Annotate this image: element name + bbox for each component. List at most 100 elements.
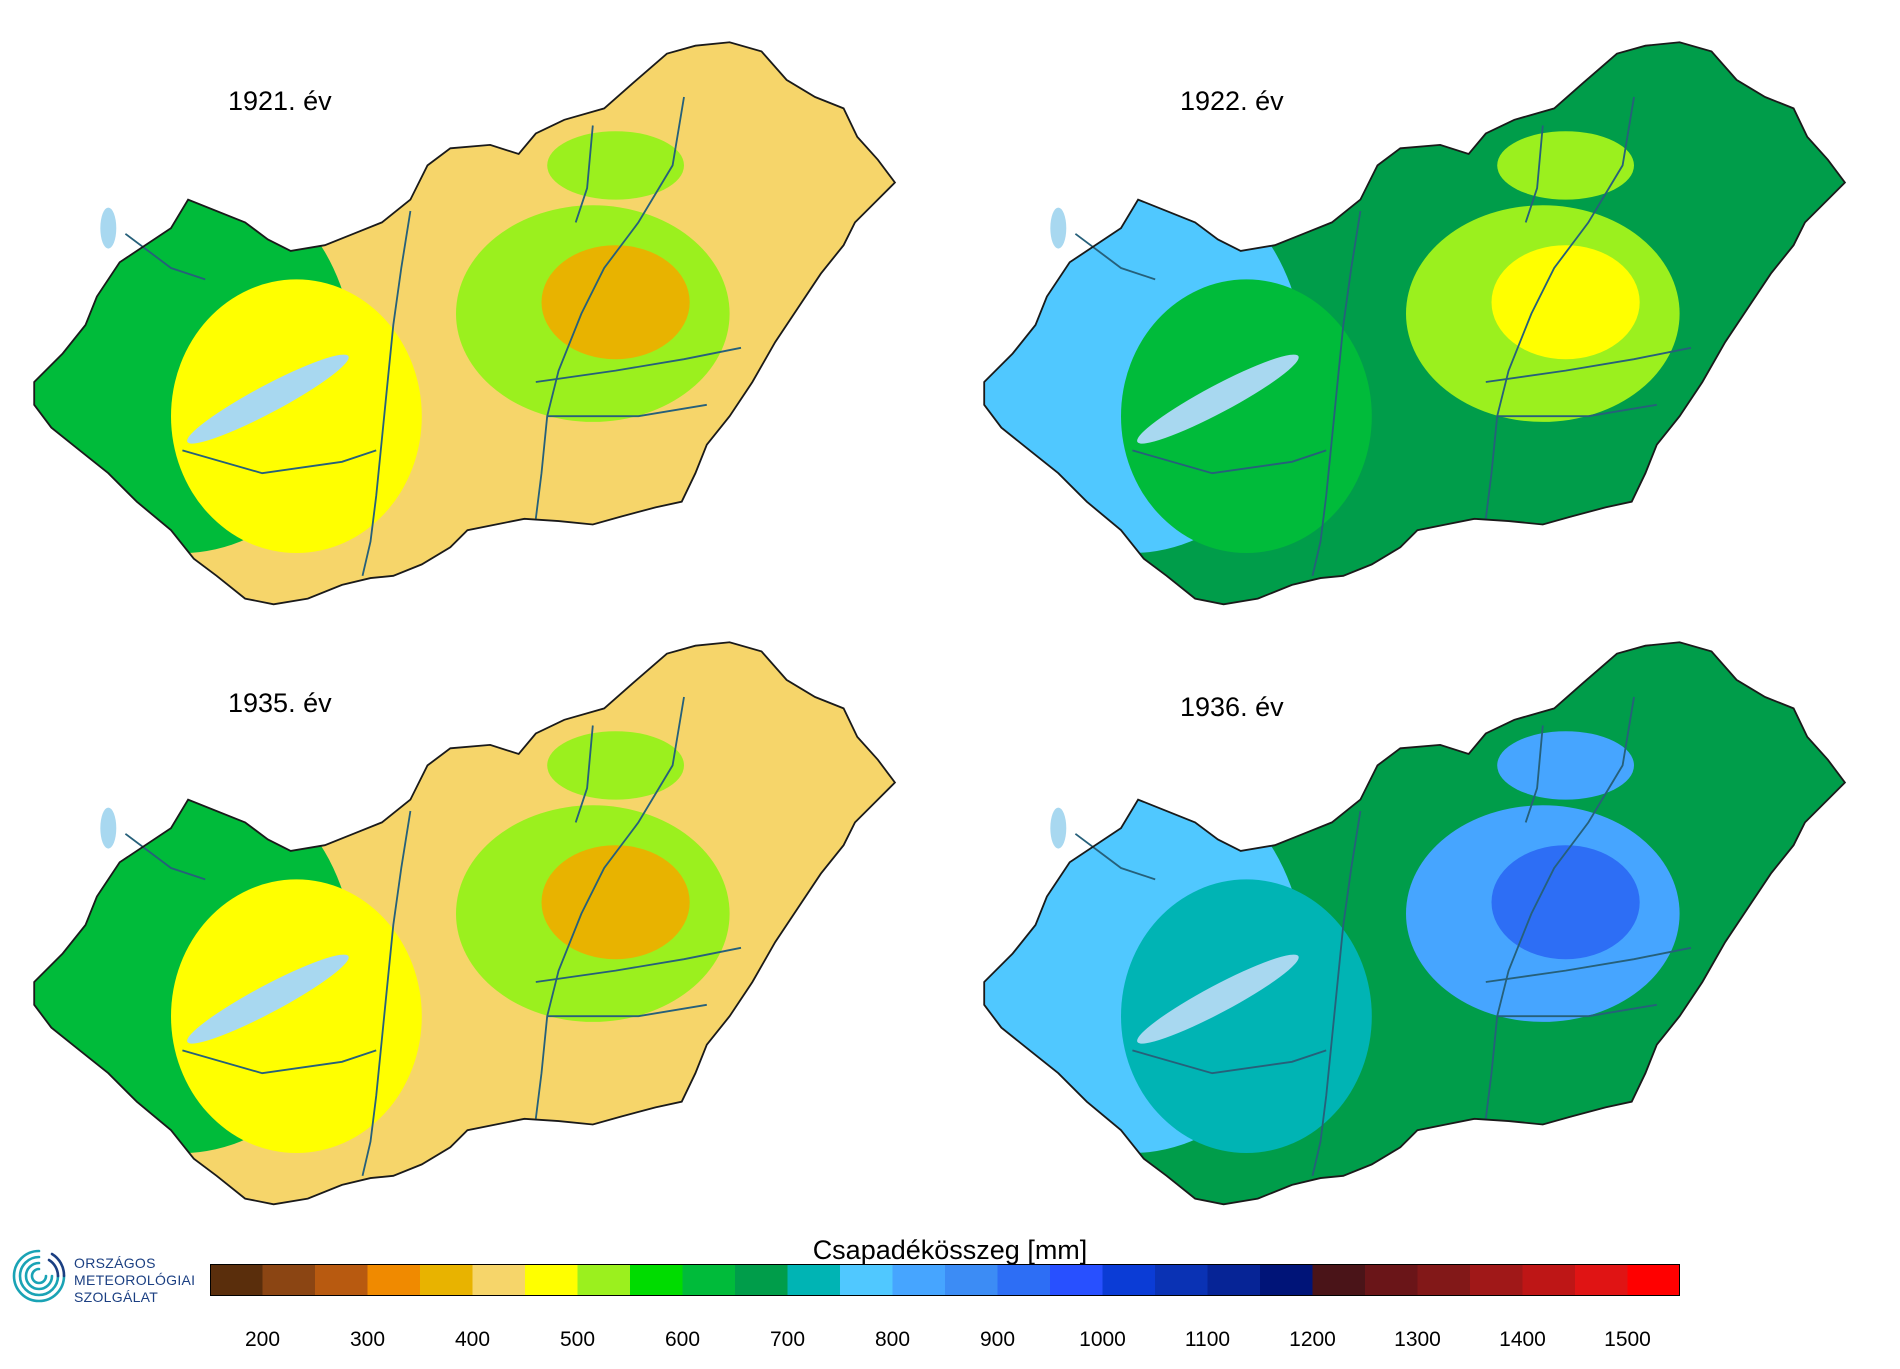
omsz-logo-icon [12, 1249, 66, 1303]
field-core-zone [1491, 845, 1640, 960]
country-border [983, 641, 1847, 1206]
river-line [1074, 233, 1156, 281]
precipitation-field [984, 642, 1845, 1205]
logo-text-line3: SZOLGÁLAT [74, 1289, 159, 1305]
colorbar-tick-label: 1100 [1184, 1328, 1231, 1351]
colorbar-tick-label: 300 [349, 1328, 386, 1351]
precipitation-field [34, 642, 895, 1205]
colorbar-segment [1627, 1264, 1680, 1296]
river-line [1484, 96, 1635, 519]
river-line [182, 449, 377, 475]
colorbar-segment [682, 1264, 736, 1296]
river-line [1524, 725, 1544, 823]
map-svg [983, 641, 1847, 1206]
field-northern-hills [1497, 131, 1634, 200]
river-line [547, 403, 707, 418]
colorbar-tick-label: 600 [664, 1328, 701, 1351]
field-transdanubia-zone [171, 879, 422, 1153]
country-border [983, 41, 1847, 606]
river-line [535, 946, 742, 983]
year-label-1935: 1935. év [228, 688, 332, 718]
colorbar [210, 1264, 1680, 1296]
colorbar-segment [1417, 1264, 1471, 1296]
river-line [534, 96, 685, 519]
colorbar-segment [1575, 1264, 1628, 1296]
river-line [182, 1049, 377, 1075]
colorbar-tick-label: 1200 [1289, 1328, 1336, 1351]
year-label-1921: 1921. év [228, 86, 332, 116]
river-line [535, 346, 742, 383]
field-core-zone [541, 845, 690, 960]
lake-ferto [100, 807, 117, 849]
colorbar-segment [1365, 1264, 1418, 1296]
field-northern-hills [547, 731, 684, 800]
precipitation-field [984, 42, 1845, 605]
colorbar-tick-label: 400 [454, 1328, 491, 1351]
colorbar-segment [840, 1264, 893, 1296]
colorbar-segment [525, 1264, 578, 1296]
map-svg [33, 641, 897, 1206]
colorbar-segment [997, 1264, 1051, 1296]
lake-balaton [187, 954, 349, 1044]
field-transdanubia-zone [1121, 879, 1372, 1153]
lake-balaton [1137, 954, 1299, 1044]
colorbar-segment [420, 1264, 473, 1296]
field-transdanubia-zone [1121, 279, 1372, 553]
river-line [574, 725, 594, 823]
colorbar-tick-label: 1500 [1604, 1328, 1651, 1351]
logo-text-line1: ORSZÁGOS [74, 1255, 156, 1271]
country-border [33, 41, 897, 606]
river-line [1524, 125, 1544, 223]
river-line [1311, 210, 1362, 577]
river-line [1132, 449, 1327, 475]
river-line [1485, 946, 1692, 983]
colorbar-tick-label: 1000 [1079, 1328, 1126, 1351]
field-northern-hills [1497, 731, 1634, 800]
year-label-1922: 1922. év [1180, 86, 1284, 116]
river-line [1497, 1003, 1657, 1018]
river-line [1497, 403, 1657, 418]
field-transdanubia-zone [171, 279, 422, 553]
lake-balaton [187, 354, 349, 444]
colorbar-segment [735, 1264, 788, 1296]
map-panel-1936 [950, 640, 1900, 1210]
map-panel-1922 [950, 40, 1900, 610]
colorbar-segment [1522, 1264, 1576, 1296]
colorbar-segment [1260, 1264, 1313, 1296]
lake-ferto [100, 207, 117, 249]
colorbar-segment [892, 1264, 946, 1296]
field-northern-hills [547, 131, 684, 200]
river-line [361, 810, 412, 1177]
country-border [33, 641, 897, 1206]
logo-text-line2: METEOROLÓGIAI [74, 1272, 196, 1288]
field-core-zone [1491, 245, 1640, 360]
colorbar-segment [367, 1264, 421, 1296]
colorbar-tick-label: 1300 [1394, 1328, 1441, 1351]
river-line [1485, 346, 1692, 383]
colorbar-tick-label: 900 [979, 1328, 1016, 1351]
map-panel-1935 [0, 640, 950, 1210]
river-line [361, 210, 412, 577]
colorbar-segment [1155, 1264, 1208, 1296]
river-line [1074, 833, 1156, 881]
colorbar-segment [1050, 1264, 1103, 1296]
precipitation-field [34, 42, 895, 605]
colorbar-tick-label: 1400 [1499, 1328, 1546, 1351]
colorbar-segment [472, 1264, 526, 1296]
colorbar-segment [1207, 1264, 1261, 1296]
river-line [547, 1003, 707, 1018]
map-svg [983, 41, 1847, 606]
year-label-1936: 1936. év [1180, 692, 1284, 722]
lake-ferto [1050, 207, 1067, 249]
colorbar-tick-label: 800 [874, 1328, 911, 1351]
river-line [1132, 1049, 1327, 1075]
colorbar-segment [945, 1264, 998, 1296]
lake-balaton [1137, 354, 1299, 444]
river-line [124, 233, 206, 281]
river-line [1311, 810, 1362, 1177]
colorbar-segment [787, 1264, 841, 1296]
colorbar-tick-label: 200 [244, 1328, 281, 1351]
colorbar-segment [577, 1264, 631, 1296]
river-line [124, 833, 206, 881]
colorbar-border [210, 1264, 1680, 1296]
